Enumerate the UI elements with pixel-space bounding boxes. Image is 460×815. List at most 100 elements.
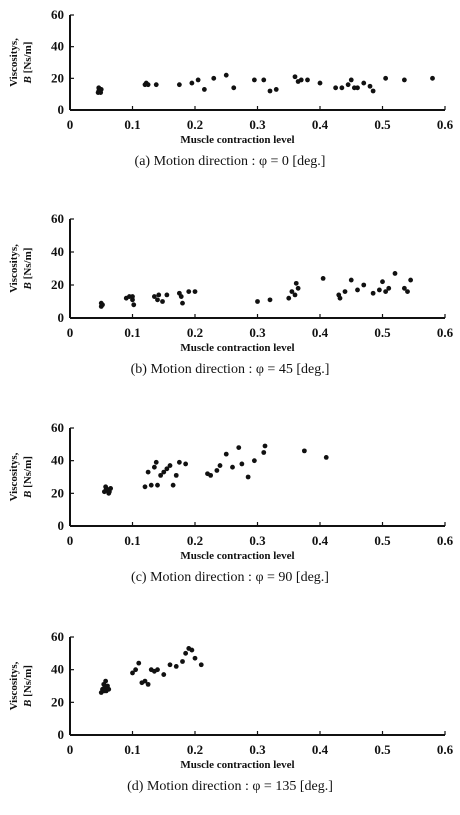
- panel-2-data-point: [186, 289, 192, 294]
- panel-2-data-point: [337, 295, 343, 301]
- panel-3-x-tick-label: 0.5: [374, 533, 391, 548]
- panel-1-x-tick-label: 0.3: [249, 117, 266, 132]
- panel-2-data-point: [286, 295, 292, 301]
- panel-1-data-point: [211, 75, 217, 81]
- panel-3-data-point: [173, 472, 179, 478]
- panel-2-y-axis-label-line1: Viscositys,: [8, 244, 20, 293]
- panel-2-y-axis-label-line2: B [Ns/m]: [22, 248, 34, 291]
- panel-2-data-point: [151, 294, 157, 299]
- panel-3-x-tick-label: 0.3: [249, 533, 266, 548]
- panel-3-data-point: [161, 469, 167, 475]
- panel-2-data-point: [156, 292, 162, 298]
- panel-3-data-point: [164, 466, 170, 472]
- panel-4-data-point: [173, 664, 179, 669]
- panel-2-data-point: [383, 289, 389, 294]
- panel-4-y-tick-label: 20: [51, 694, 64, 709]
- panel-1-data-point: [145, 82, 151, 88]
- panel-4-data-point: [161, 672, 167, 677]
- panel-2-data-point: [401, 285, 407, 291]
- panel-2-data-point: [192, 289, 198, 294]
- panel-2-data-point: [392, 271, 398, 276]
- panel-2-data-point: [100, 302, 105, 308]
- panel-4-data-point: [192, 655, 198, 661]
- panel-1-data-point: [401, 77, 407, 83]
- panel-2-data-point: [131, 302, 137, 308]
- panel-2-data-point: [130, 294, 135, 299]
- panel-1-y-tick-label: 20: [51, 70, 64, 85]
- panel-3-x-tick-label: 0: [67, 533, 74, 548]
- panel-1-data-point: [317, 80, 323, 86]
- panel-1-data-point: [367, 83, 373, 89]
- panel-2-data-point: [130, 297, 135, 303]
- panel-2-data-point: [289, 289, 295, 294]
- panel-4-x-axis-label: Muscle contraction level: [180, 759, 294, 771]
- panel-3-data-point: [167, 463, 173, 468]
- panel-3-data-point: [261, 450, 267, 455]
- panel-1-x-tick-label: 0: [67, 117, 74, 132]
- panel-3-x-tick-label: 0.4: [312, 533, 329, 548]
- panel-3-data-point: [239, 461, 245, 467]
- panel-2-x-tick-label: 0.3: [249, 325, 266, 340]
- panel-1-data-point: [189, 80, 195, 86]
- panel-1-y-axis-label-line1: Viscositys,: [8, 38, 20, 87]
- panel-2-data-point: [355, 287, 360, 293]
- panel-3-data-point: [262, 443, 268, 449]
- panel-2-y-tick-label: 20: [51, 277, 64, 292]
- panel-4-x-tick-label: 0.3: [249, 742, 266, 757]
- panel-2-data-point: [348, 277, 354, 283]
- panel-3-data-point: [151, 464, 157, 470]
- panel-2-data-point: [342, 289, 348, 294]
- panel-1-data-point: [333, 85, 339, 91]
- panel-1-x-axis-label: Muscle contraction level: [180, 134, 294, 146]
- panel-2-data-point: [255, 299, 260, 304]
- panel-2-x-tick-label: 0: [67, 325, 74, 340]
- panel-3-data-point: [245, 474, 251, 480]
- panel-2-x-axis-label: Muscle contraction level: [180, 342, 294, 354]
- panel-3-data-point: [176, 459, 182, 465]
- panel-2-data-point: [370, 290, 376, 296]
- panel-3-data-point: [236, 445, 242, 450]
- panel-1-data-point: [339, 85, 345, 91]
- panel-2-x-tick-label: 0.1: [124, 325, 140, 340]
- panel-4-x-tick-label: 0: [67, 742, 74, 757]
- panel-4-y-axis-label-line1: Viscositys,: [8, 661, 20, 710]
- panel-2-data-point: [180, 300, 185, 306]
- panel-2-data-point: [295, 285, 301, 291]
- panel-2-caption: (b) Motion direction : φ = 45 [deg.]: [131, 362, 330, 377]
- panel-3-data-point: [301, 448, 307, 454]
- panel-2-data-point: [380, 279, 385, 285]
- panel-1-data-point: [383, 75, 389, 81]
- panel-1-data-point: [430, 75, 435, 81]
- panel-4-data-point: [106, 686, 112, 692]
- panel-3-data-point: [323, 455, 329, 460]
- panel-1-y-axis-label-line2: B [Ns/m]: [22, 42, 34, 85]
- panel-1-x-tick-label: 0.6: [437, 117, 454, 132]
- panel-4-y-tick-label: 40: [51, 662, 64, 677]
- panel-3-x-axis-label: Muscle contraction level: [180, 550, 294, 562]
- panel-3-data-point: [158, 472, 164, 478]
- panel-1-data-point: [251, 77, 257, 83]
- panel-3-data-point: [217, 463, 223, 468]
- panel-1-x-tick-label: 0.5: [374, 117, 391, 132]
- panel-4-y-axis-label-line2: B [Ns/m]: [22, 665, 34, 708]
- panel-3-y-tick-label: 0: [58, 518, 65, 533]
- panel-3-y-axis-label-line1: Viscositys,: [8, 452, 20, 501]
- panel-1-x-tick-label: 0.4: [312, 117, 329, 132]
- panel-2-data-point: [155, 297, 160, 303]
- panel-1-data-point: [97, 87, 103, 93]
- panel-3-data-point: [142, 484, 148, 490]
- panel-1-data-point: [345, 82, 351, 88]
- panel-4-data-point: [142, 678, 148, 684]
- panel-1-data-point: [355, 85, 360, 91]
- panel-2-y-tick-label: 0: [58, 310, 65, 325]
- panel-1-data-point: [273, 87, 279, 92]
- panel-4-x-tick-label: 0.6: [437, 742, 454, 757]
- panel-4-data-point: [183, 650, 189, 656]
- panel-2-data-point: [160, 299, 165, 304]
- panel-4-data-point: [155, 667, 160, 673]
- panel-1-data-point: [267, 88, 273, 94]
- panel-1-data-point: [153, 82, 159, 88]
- panel-1-data-point: [176, 82, 182, 88]
- panel-4-x-tick-label: 0.1: [124, 742, 140, 757]
- panel-1-data-point: [292, 74, 298, 80]
